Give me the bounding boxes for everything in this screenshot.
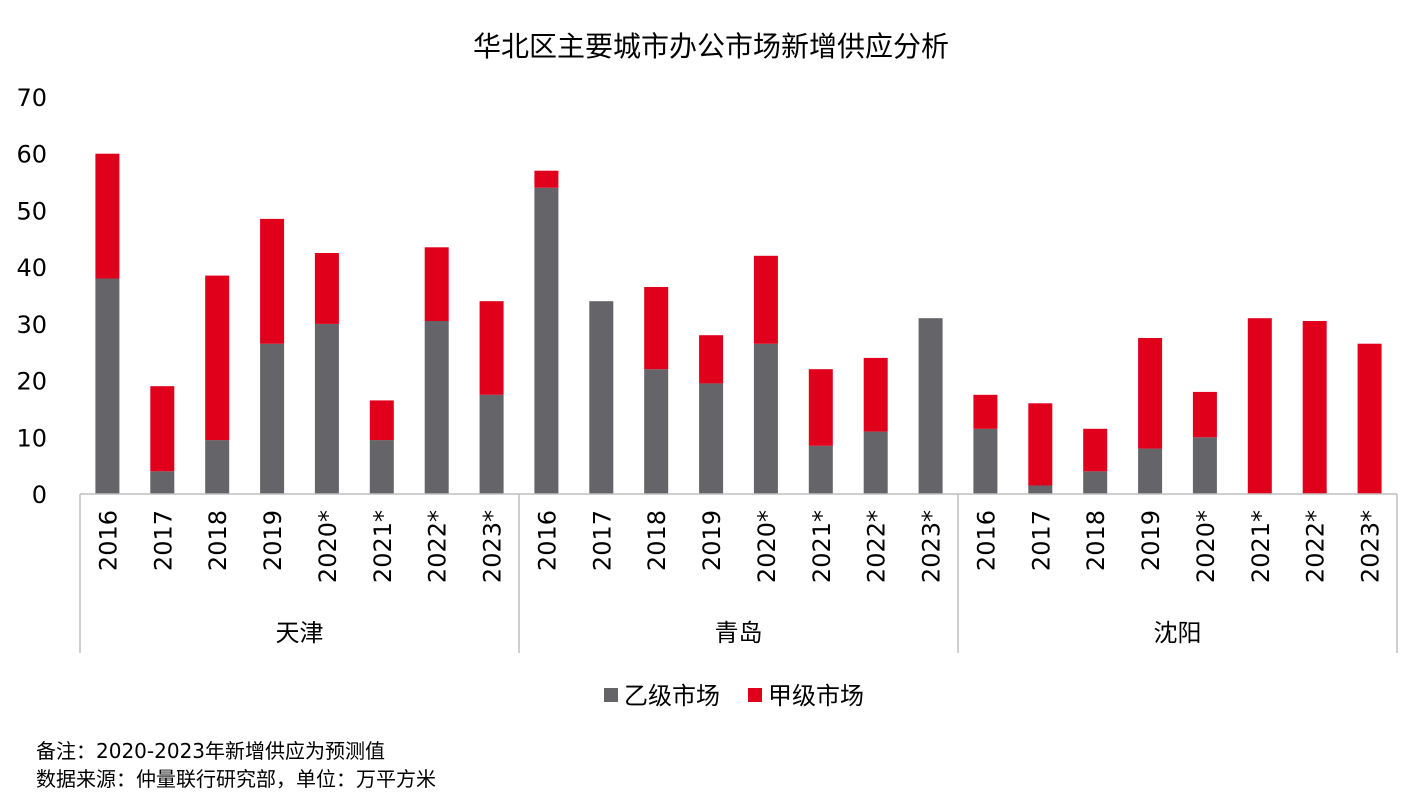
y-tick-label: 10 bbox=[16, 424, 47, 452]
y-axis: 0 10 20 30 40 50 60 70 bbox=[16, 84, 47, 509]
legend: 乙级市场 甲级市场 bbox=[604, 682, 864, 710]
bar-grade-b-2-4 bbox=[1192, 437, 1217, 494]
bar-grade-b-1-4 bbox=[753, 343, 778, 494]
x-tick-label: 2020* bbox=[1192, 510, 1220, 583]
x-tick-label: 2019 bbox=[259, 510, 287, 571]
bar-grade-a-2-3 bbox=[1138, 338, 1163, 449]
footnote-source: 数据来源：仲量联行研究部，单位：万平方米 bbox=[36, 767, 436, 791]
x-tick-label: 2021* bbox=[808, 510, 836, 583]
bar-grade-a-2-6 bbox=[1302, 321, 1327, 494]
x-tick-label: 2016 bbox=[533, 510, 561, 571]
bar-grade-a-1-3 bbox=[699, 335, 724, 384]
x-tick-label: 2021* bbox=[1247, 510, 1275, 583]
bar-grade-b-0-2 bbox=[205, 440, 230, 494]
bar-grade-a-0-2 bbox=[205, 275, 230, 441]
bar-grade-b-1-7 bbox=[918, 318, 943, 494]
chart-title: 华北区主要城市办公市场新增供应分析 bbox=[473, 30, 949, 63]
bar-grade-b-0-3 bbox=[260, 343, 285, 494]
bar-grade-a-0-6 bbox=[424, 247, 449, 321]
legend-swatch bbox=[748, 688, 762, 702]
x-tick-label: 2022* bbox=[1302, 510, 1330, 583]
y-tick-label: 0 bbox=[32, 481, 47, 509]
bar-grade-b-2-0 bbox=[973, 428, 998, 494]
bar-grade-a-0-4 bbox=[314, 253, 339, 324]
x-tick-label: 2019 bbox=[1137, 510, 1165, 571]
group-label: 天津 bbox=[276, 619, 324, 647]
bar-grade-a-0-3 bbox=[260, 218, 285, 344]
x-tick-label: 2018 bbox=[643, 510, 671, 571]
y-tick-label: 40 bbox=[16, 254, 47, 282]
y-tick-label: 70 bbox=[16, 84, 47, 112]
bar-grade-b-0-0 bbox=[95, 278, 120, 494]
bar-grade-b-1-1 bbox=[589, 301, 614, 494]
bar-grade-b-0-1 bbox=[150, 471, 175, 494]
x-tick-label: 2023* bbox=[918, 510, 946, 583]
bar-grade-b-0-4 bbox=[314, 323, 339, 494]
bar-grade-b-2-1 bbox=[1028, 485, 1053, 494]
x-tick-label: 2020* bbox=[753, 510, 781, 583]
x-tick-label: 2019 bbox=[698, 510, 726, 571]
x-tick-label: 2016 bbox=[94, 510, 122, 571]
bar-grade-a-2-1 bbox=[1028, 403, 1053, 486]
bar-grade-a-0-5 bbox=[369, 400, 394, 441]
bar-grade-b-1-6 bbox=[863, 431, 888, 494]
x-tick-label: 2020* bbox=[314, 510, 342, 583]
x-tick-label: 2023* bbox=[1357, 510, 1385, 583]
bar-grade-b-2-2 bbox=[1083, 471, 1108, 494]
bar-grade-b-1-5 bbox=[808, 445, 833, 494]
bar-grade-b-2-3 bbox=[1138, 448, 1163, 494]
bar-grade-a-2-7 bbox=[1357, 343, 1382, 494]
bar-grade-a-1-6 bbox=[863, 357, 888, 432]
x-tick-label: 2018 bbox=[204, 510, 232, 571]
y-tick-label: 50 bbox=[16, 197, 47, 225]
x-axis: 2016 2017 2018 2019 2020* 2021* 2022* 2023* 天津 20… bbox=[79, 493, 1398, 653]
legend-label: 甲级市场 bbox=[768, 682, 864, 710]
x-tick-label: 2023* bbox=[479, 510, 507, 583]
group-label: 沈阳 bbox=[1154, 619, 1202, 647]
bar-grade-a-0-1 bbox=[150, 386, 175, 472]
bar-grade-b-1-0 bbox=[534, 187, 559, 494]
bar-grade-b-1-2 bbox=[644, 369, 669, 494]
x-tick-label: 2021* bbox=[369, 510, 397, 583]
y-tick-label: 30 bbox=[16, 311, 47, 339]
bar-grade-a-0-0 bbox=[95, 153, 120, 279]
y-tick-label: 20 bbox=[16, 368, 47, 396]
bar-grade-b-0-7 bbox=[479, 394, 504, 495]
y-tick-label: 60 bbox=[16, 141, 47, 169]
legend-swatch bbox=[604, 688, 618, 702]
x-tick-label: 2018 bbox=[1082, 510, 1110, 571]
bar-grade-a-2-0 bbox=[973, 394, 998, 429]
bars bbox=[95, 153, 1382, 495]
bar-grade-b-0-6 bbox=[424, 321, 449, 494]
x-tick-label: 2016 bbox=[972, 510, 1000, 571]
bar-grade-b-1-3 bbox=[699, 383, 724, 494]
bar-grade-a-1-5 bbox=[808, 369, 833, 446]
footnote-forecast: 备注：2020-2023年新增供应为预测值 bbox=[36, 739, 386, 763]
legend-label: 乙级市场 bbox=[624, 682, 720, 710]
x-tick-label: 2017 bbox=[149, 510, 177, 571]
bar-grade-a-2-5 bbox=[1247, 318, 1272, 494]
bar-grade-b-0-5 bbox=[369, 440, 394, 494]
bar-grade-a-1-4 bbox=[753, 255, 778, 344]
bar-grade-a-0-7 bbox=[479, 301, 504, 395]
x-tick-label: 2022* bbox=[424, 510, 452, 583]
x-tick-label: 2017 bbox=[1027, 510, 1055, 571]
x-tick-label: 2022* bbox=[863, 510, 891, 583]
bar-grade-a-1-0 bbox=[534, 170, 559, 188]
bar-grade-a-2-2 bbox=[1083, 428, 1108, 472]
bar-grade-a-2-4 bbox=[1192, 391, 1217, 438]
x-tick-label: 2017 bbox=[588, 510, 616, 571]
bar-grade-a-1-2 bbox=[644, 287, 669, 370]
group-label: 青岛 bbox=[715, 619, 763, 647]
